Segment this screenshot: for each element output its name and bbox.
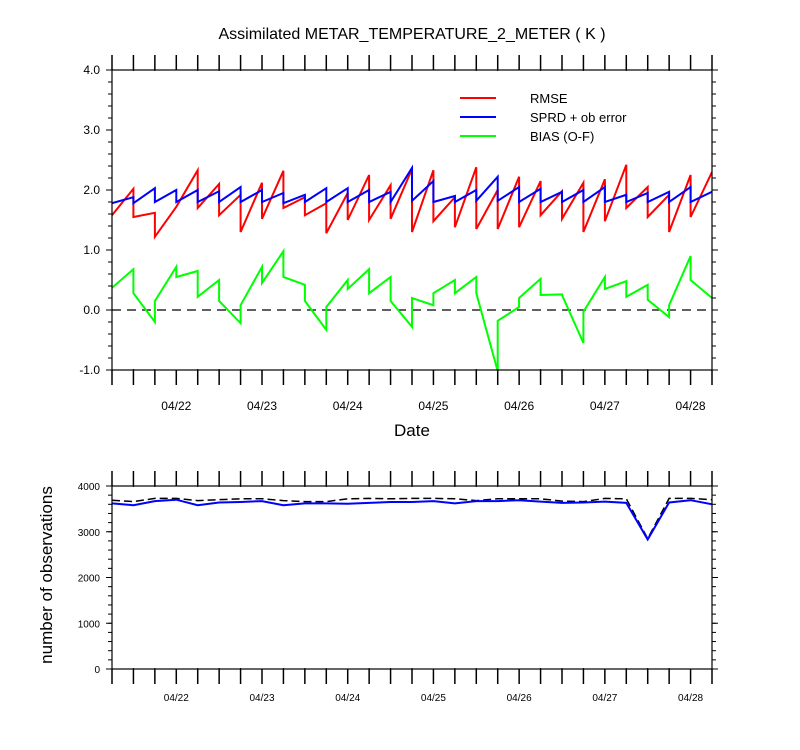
y-tick-label: -1.0 <box>79 363 100 377</box>
legend: RMSE SPRD + ob error BIAS (O-F) <box>460 91 627 144</box>
y-tick-label: 3000 <box>78 528 101 539</box>
series-assimilated <box>112 498 712 542</box>
x-tick-label: 04/22 <box>161 399 191 413</box>
bottom-panel: 04/22 04/23 04/24 04/25 04/26 04/27 04/28 0 1000… <box>37 471 718 704</box>
x-axis-title: Date <box>394 421 430 440</box>
legend-label: SPRD + ob error <box>530 110 627 125</box>
y-axis-title-observations: number of observations <box>37 486 56 664</box>
bottom-plot-frame <box>111 485 713 670</box>
series-sprd-ob-error <box>112 164 712 206</box>
x-tick-label: 04/22 <box>164 693 189 704</box>
legend-label: BIAS (O-F) <box>530 129 594 144</box>
series-possible <box>112 497 712 541</box>
x-tick-label: 04/24 <box>333 399 363 413</box>
series-rmse <box>112 164 712 240</box>
y-tick-label: 0 <box>94 665 100 676</box>
x-tick-label: 04/23 <box>249 693 274 704</box>
x-tick-label: 04/26 <box>507 693 532 704</box>
y-tick-label: 0.0 <box>83 303 100 317</box>
x-tick-label: 04/26 <box>504 399 534 413</box>
top-panel: 04/22 04/23 04/24 04/25 04/26 04/27 04/28 -1.0 0… <box>79 55 718 440</box>
y-tick-label: 4000 <box>78 482 101 493</box>
x-tick-label: 04/25 <box>418 399 448 413</box>
x-tick-label: 04/25 <box>421 693 446 704</box>
y-tick-label: 2.0 <box>83 183 100 197</box>
y-tick-label: 4.0 <box>83 63 100 77</box>
y-tick-label: 2000 <box>78 574 101 585</box>
x-tick-label: 04/27 <box>590 399 620 413</box>
x-tick-label: 04/27 <box>592 693 617 704</box>
x-tick-label: 04/24 <box>335 693 360 704</box>
y-tick-label: 1000 <box>78 619 101 630</box>
series-bias-o-f <box>112 247 712 370</box>
x-tick-label: 04/28 <box>678 693 703 704</box>
x-tick-label: 04/23 <box>247 399 277 413</box>
y-tick-label: 1.0 <box>83 243 100 257</box>
y-tick-label: 3.0 <box>83 123 100 137</box>
chart-title: Assimilated METAR_TEMPERATURE_2_METER ( … <box>218 26 605 43</box>
x-tick-label: 04/28 <box>676 399 706 413</box>
legend-label: RMSE <box>530 91 568 106</box>
